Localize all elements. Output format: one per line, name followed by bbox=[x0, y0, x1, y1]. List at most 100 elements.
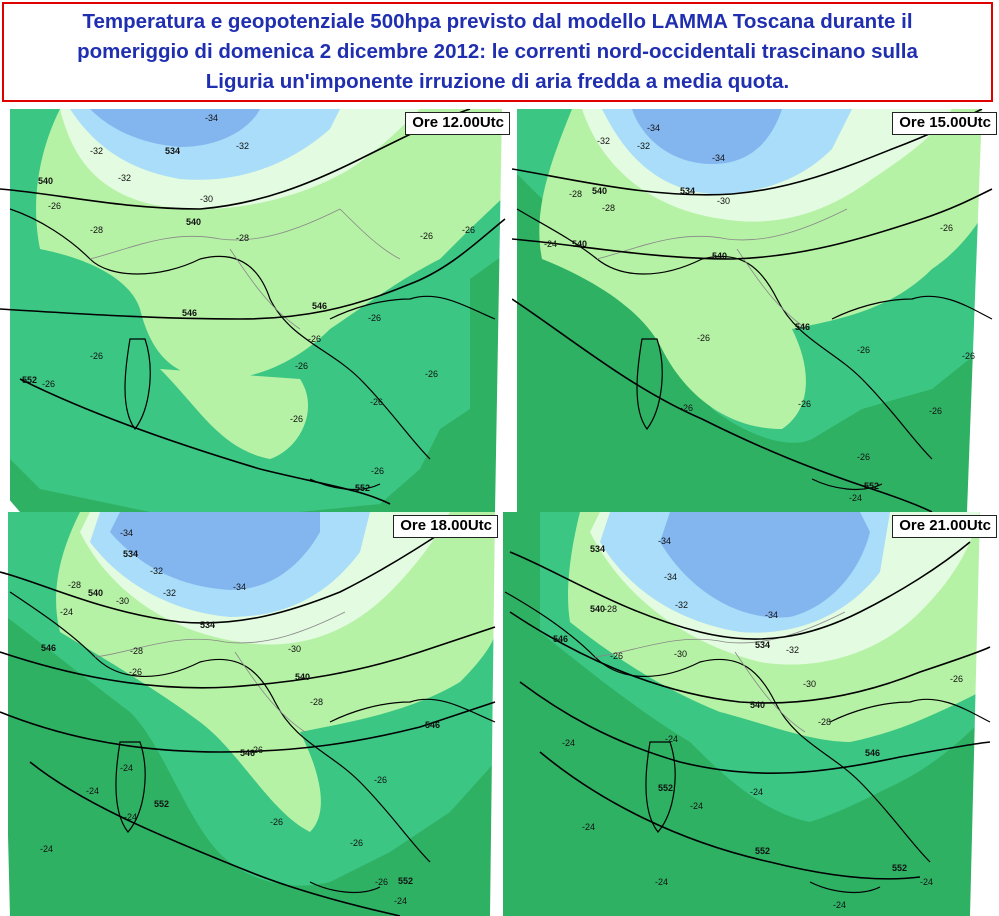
geopotential-label: 540 bbox=[712, 251, 727, 261]
temperature-label: -26 bbox=[295, 361, 308, 371]
temperature-label: -26 bbox=[371, 466, 384, 476]
temperature-label: -24 bbox=[655, 877, 668, 887]
temperature-label: -24 bbox=[60, 607, 73, 617]
temperature-label: -34 bbox=[120, 528, 133, 538]
geopotential-label: 552 bbox=[864, 481, 879, 491]
temperature-label: -26 bbox=[857, 452, 870, 462]
geopotential-label: 534 bbox=[590, 544, 605, 554]
temperature-label: -28 bbox=[310, 697, 323, 707]
temperature-label: -26 bbox=[425, 369, 438, 379]
temperature-label: -34 bbox=[712, 153, 725, 163]
geopotential-label: 540 bbox=[572, 239, 587, 249]
temperature-label: -24 bbox=[562, 738, 575, 748]
geopotential-label: 534 bbox=[200, 620, 215, 630]
temperature-label: -26 bbox=[368, 313, 381, 323]
temperature-label: -24 bbox=[665, 734, 678, 744]
temperature-label: -30 bbox=[200, 194, 213, 204]
temperature-label: -24 bbox=[40, 844, 53, 854]
temperature-label: -26 bbox=[798, 399, 811, 409]
temperature-label: -34 bbox=[664, 572, 677, 582]
geopotential-label: 540 bbox=[592, 186, 607, 196]
title-line-3: Liguria un'imponente irruzione di aria f… bbox=[205, 70, 790, 93]
temperature-label: -26 bbox=[308, 334, 321, 344]
temperature-label: -28 bbox=[604, 604, 617, 614]
title-line-2: pomeriggio di domenica 2 dicembre 2012: … bbox=[77, 40, 918, 63]
temperature-label: -24 bbox=[394, 896, 407, 906]
geopotential-label: 546 bbox=[240, 748, 255, 758]
forecast-map-18utc: -34 -32 -34 -32 -30 -30 -28 -28 -28 -26 … bbox=[0, 512, 500, 916]
forecast-map-21utc: -34 -34 -32 -34 -32 -30 -30 -28 -28 -26 … bbox=[500, 512, 999, 916]
map-panel-12utc: -34 -32 -32 -32 -30 -28 -28 -26 -26 -26 … bbox=[0, 109, 512, 512]
geopotential-label: 540 bbox=[38, 176, 53, 186]
temperature-label: -26 bbox=[420, 231, 433, 241]
temperature-label: -32 bbox=[118, 173, 131, 183]
time-label-12utc: Ore 12.00Utc bbox=[405, 112, 510, 135]
temperature-label: -24 bbox=[124, 812, 137, 822]
geopotential-label: 540 bbox=[750, 700, 765, 710]
geopotential-label: 546 bbox=[41, 643, 56, 653]
temperature-label: -28 bbox=[569, 189, 582, 199]
temperature-label: -26 bbox=[462, 225, 475, 235]
temperature-label: -28 bbox=[130, 646, 143, 656]
temperature-label: -30 bbox=[717, 196, 730, 206]
geopotential-label: 546 bbox=[425, 720, 440, 730]
geopotential-label: 552 bbox=[398, 876, 413, 886]
temperature-label: -26 bbox=[857, 345, 870, 355]
temperature-label: -26 bbox=[697, 333, 710, 343]
title-line-1: Temperatura e geopotenziale 500hpa previ… bbox=[82, 10, 913, 33]
temperature-label: -34 bbox=[205, 113, 218, 123]
temperature-label: -24 bbox=[544, 239, 557, 249]
temperature-label: -32 bbox=[786, 645, 799, 655]
temperature-label: -26 bbox=[250, 745, 263, 755]
temperature-label: -32 bbox=[150, 566, 163, 576]
coastline bbox=[9, 208, 496, 490]
temperature-label: -26 bbox=[950, 674, 963, 684]
temperature-label: -26 bbox=[610, 651, 623, 661]
geopotential-label: 546 bbox=[865, 748, 880, 758]
temperature-label: -32 bbox=[163, 588, 176, 598]
temperature-label: -26 bbox=[129, 667, 142, 677]
forecast-map-12utc: -34 -32 -32 -32 -30 -28 -28 -26 -26 -26 … bbox=[0, 109, 512, 512]
time-label-21utc: Ore 21.00Utc bbox=[892, 515, 997, 538]
temperature-label: -30 bbox=[116, 596, 129, 606]
temperature-label: -34 bbox=[647, 123, 660, 133]
temperature-label: -24 bbox=[690, 801, 703, 811]
forecast-map-15utc: -34 -32 -32 -34 -30 -28 -28 -24 -26 -26 … bbox=[512, 109, 999, 512]
map-panel-15utc: -34 -32 -32 -34 -30 -28 -28 -24 -26 -26 … bbox=[512, 109, 999, 512]
temperature-label: -26 bbox=[350, 838, 363, 848]
geopotential-label: 552 bbox=[22, 375, 37, 385]
temperature-label: -26 bbox=[42, 379, 55, 389]
temperature-label: -24 bbox=[582, 822, 595, 832]
geopotential-label: 546 bbox=[795, 322, 810, 332]
temperature-label: -24 bbox=[833, 900, 846, 910]
temperature-label: -26 bbox=[680, 403, 693, 413]
temperature-label: -26 bbox=[940, 223, 953, 233]
temperature-label: -28 bbox=[602, 203, 615, 213]
geopotential-label: 534 bbox=[123, 549, 138, 559]
geopotential-label: 534 bbox=[755, 640, 770, 650]
temperature-label: -28 bbox=[68, 580, 81, 590]
geopotential-label: 546 bbox=[553, 634, 568, 644]
temperature-label: -28 bbox=[90, 225, 103, 235]
borders bbox=[89, 208, 401, 330]
geopotential-label: 546 bbox=[312, 301, 327, 311]
time-label-15utc: Ore 15.00Utc bbox=[892, 112, 997, 135]
temperature-label: -32 bbox=[637, 141, 650, 151]
geopotential-label: 540 bbox=[590, 604, 605, 614]
temperature-label: -32 bbox=[597, 136, 610, 146]
temperature-label: -34 bbox=[658, 536, 671, 546]
time-label-18utc: Ore 18.00Utc bbox=[393, 515, 498, 538]
temperature-label: -30 bbox=[288, 644, 301, 654]
temperature-label: -26 bbox=[290, 414, 303, 424]
map-panel-21utc: -34 -34 -32 -34 -32 -30 -30 -28 -28 -26 … bbox=[500, 512, 999, 916]
temperature-label: -32 bbox=[90, 146, 103, 156]
map-panel-18utc: -34 -32 -34 -32 -30 -30 -28 -28 -28 -26 … bbox=[0, 512, 500, 916]
temperature-label: -26 bbox=[374, 775, 387, 785]
temperature-label: -24 bbox=[849, 493, 862, 503]
temperature-label: -26 bbox=[270, 817, 283, 827]
temperature-label: -26 bbox=[929, 406, 942, 416]
temp-area-minus34 bbox=[90, 109, 260, 147]
title-box: Temperatura e geopotenziale 500hpa previ… bbox=[2, 2, 993, 102]
temperature-label: -28 bbox=[818, 717, 831, 727]
temperature-label: -24 bbox=[86, 786, 99, 796]
